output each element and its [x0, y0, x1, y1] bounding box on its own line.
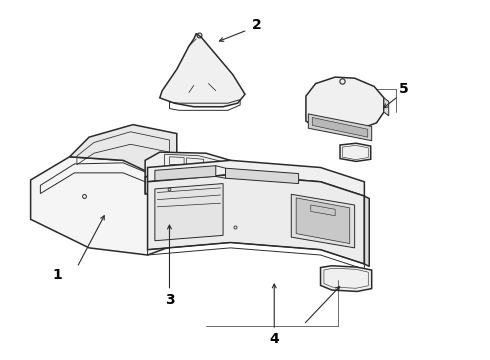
Polygon shape [147, 160, 365, 196]
Text: 3: 3 [165, 293, 174, 307]
Polygon shape [306, 77, 384, 130]
Polygon shape [365, 196, 369, 266]
Polygon shape [145, 171, 230, 196]
Polygon shape [155, 166, 216, 181]
Polygon shape [160, 33, 245, 107]
Text: 5: 5 [398, 82, 408, 96]
Polygon shape [384, 98, 389, 116]
Polygon shape [155, 184, 223, 241]
Polygon shape [147, 175, 365, 264]
Polygon shape [308, 114, 372, 141]
Polygon shape [296, 198, 350, 244]
Text: 4: 4 [270, 332, 279, 346]
Polygon shape [145, 152, 230, 180]
Polygon shape [225, 168, 298, 184]
Text: 2: 2 [252, 18, 262, 32]
Polygon shape [70, 125, 177, 181]
Polygon shape [340, 143, 371, 161]
Polygon shape [320, 266, 372, 292]
Polygon shape [291, 194, 355, 248]
Text: 1: 1 [52, 268, 62, 282]
Polygon shape [30, 157, 206, 255]
Polygon shape [312, 117, 368, 137]
